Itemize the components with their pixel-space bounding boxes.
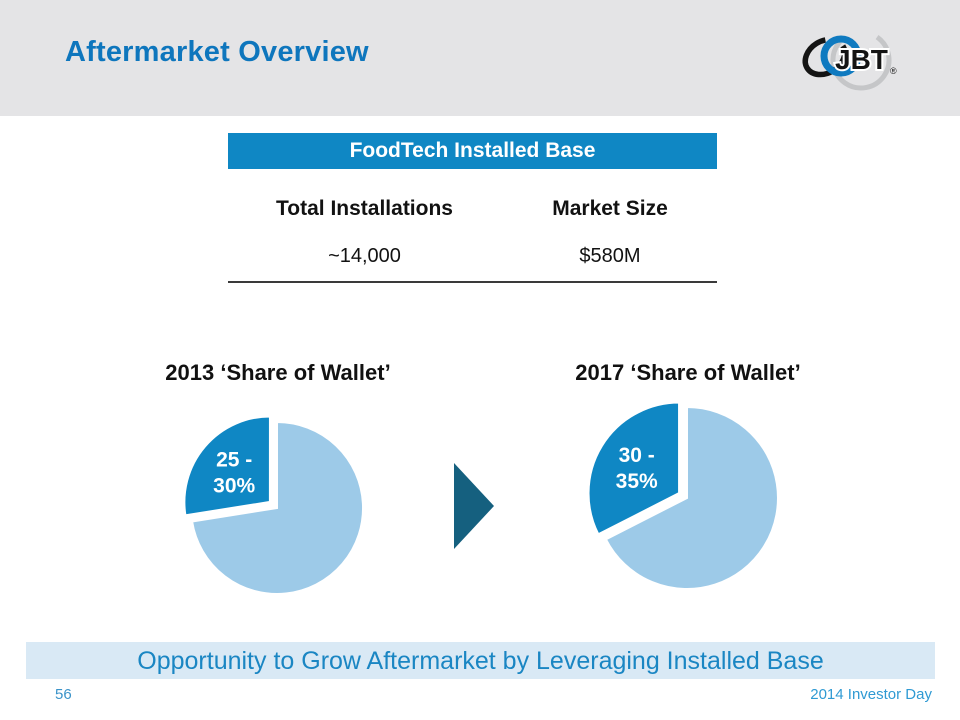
table-column-header-market-size: Market Size — [552, 197, 668, 220]
pie-slice-aftermarket-share — [182, 414, 272, 518]
table-value-market-size: $580M — [579, 245, 641, 267]
jbt-logo: JBT ® — [802, 29, 897, 91]
header-band — [0, 0, 960, 116]
pie-slice-remainder — [190, 420, 364, 595]
takeaway-banner: Opportunity to Grow Aftermarket by Lever… — [26, 642, 935, 679]
table-column-header-installations: Total Installations — [276, 197, 453, 220]
pie-2013-title: 2013 ‘Share of Wallet’ — [165, 360, 391, 385]
pie-chart-2013: 25 -30% — [182, 414, 364, 595]
pie-slice-label: 30 -35% — [616, 444, 658, 493]
pie-slice-aftermarket-share — [587, 401, 681, 537]
pie-2017-title: 2017 ‘Share of Wallet’ — [575, 360, 801, 385]
right-arrow-icon — [454, 463, 494, 549]
logo-registered-mark: ® — [890, 66, 897, 76]
page-title: Aftermarket Overview — [65, 36, 369, 68]
logo-blue-ring-icon — [820, 35, 862, 77]
table-title: FoodTech Installed Base — [228, 133, 717, 169]
logo-text: JBT — [835, 44, 888, 75]
pie-slice-remainder — [604, 405, 779, 590]
page-number: 56 — [55, 686, 72, 703]
table-bottom-rule — [228, 281, 717, 283]
table-value-installations: ~14,000 — [328, 245, 401, 267]
pie-chart-2017: 30 -35% — [587, 401, 779, 590]
pie-slice-label: 25 -30% — [213, 448, 255, 497]
footer-event-name: 2014 Investor Day — [810, 686, 932, 703]
